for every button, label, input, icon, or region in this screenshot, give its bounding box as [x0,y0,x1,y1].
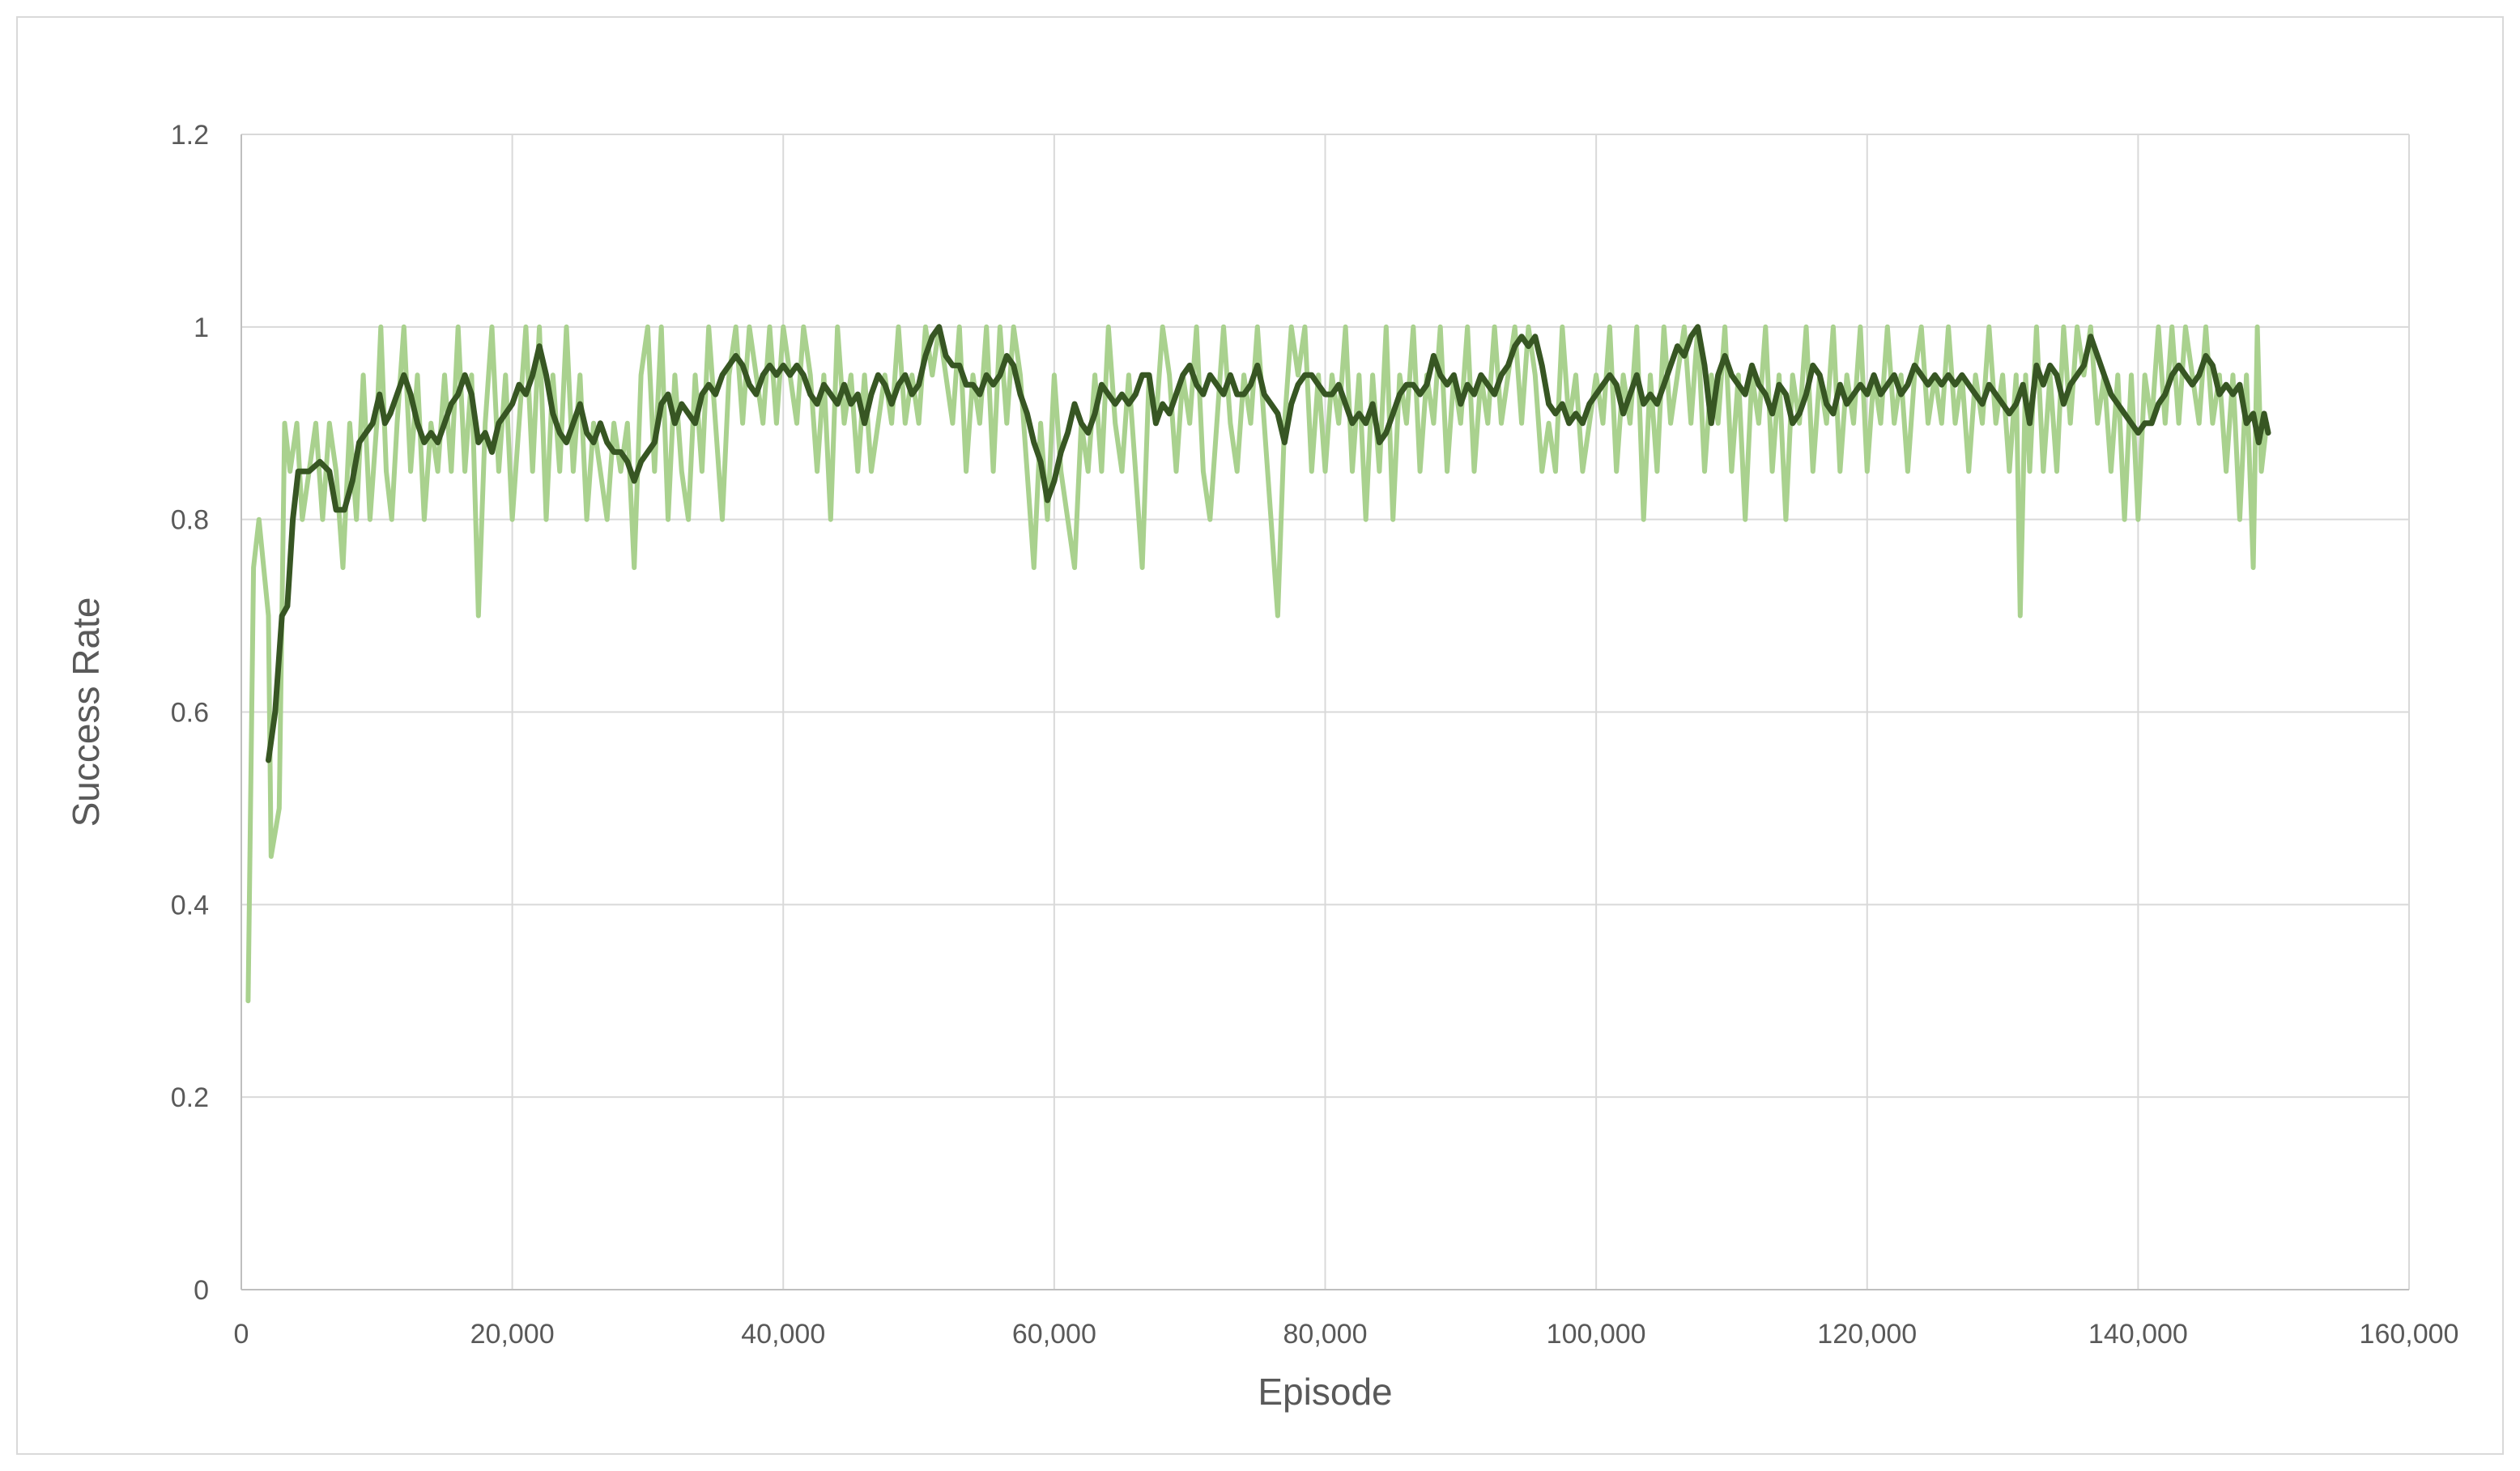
y-tick-label: 0 [194,1275,209,1306]
tick-labels: 0 0.2 0.4 0.6 0.8 1 1.2 0 20,000 40,000 60,000 80,0… [171,120,2459,1350]
x-tick-label: 140,000 [2088,1319,2188,1350]
x-tick-label: 20,000 [470,1319,555,1350]
x-tick-label: 160,000 [2360,1319,2459,1350]
y-tick-label: 0.2 [171,1082,209,1113]
gridlines [241,134,2410,1290]
x-tick-label: 80,000 [1283,1319,1368,1350]
x-axis-title: Episode [1258,1371,1392,1413]
x-tick-label: 60,000 [1012,1319,1096,1350]
x-tick-label: 40,000 [741,1319,825,1350]
series-line-moving-average [266,324,2271,763]
y-tick-label: 1 [194,312,209,343]
y-tick-label: 0.6 [171,698,209,729]
x-tick-label: 120,000 [1817,1319,1917,1350]
series-layer [245,324,2271,1004]
y-tick-label: 0.4 [171,890,209,920]
axes [241,134,2409,1290]
y-tick-label: 1.2 [171,120,209,151]
y-tick-label: 0.8 [171,505,209,536]
x-tick-label: 100,000 [1547,1319,1646,1350]
series-line-raw [245,324,2270,1004]
chart-frame [16,16,2504,1455]
y-axis-title: Success Rate [65,597,107,827]
x-tick-label: 0 [234,1319,249,1350]
